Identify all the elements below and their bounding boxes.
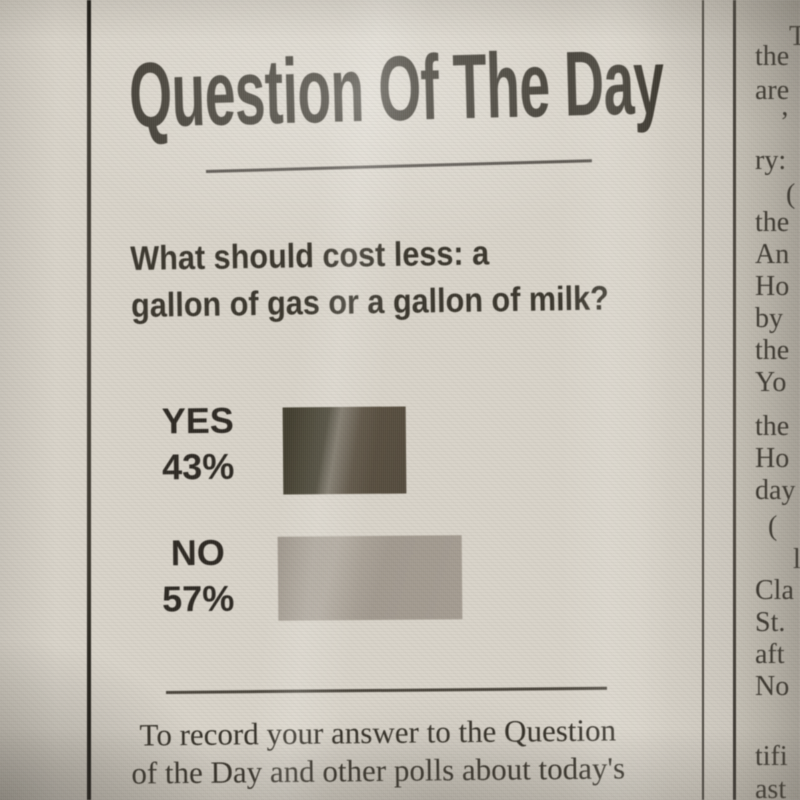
poll-option-yes: YES 43% xyxy=(152,398,245,491)
column-text-fragment: ( xyxy=(768,511,778,542)
poll-question: What should cost less: a gallon of gas o… xyxy=(130,228,609,329)
column-text-fragment: tifi xyxy=(755,741,788,772)
poll-option-yes-label: YES xyxy=(161,399,234,442)
column-divider-right-inner xyxy=(702,0,704,800)
column-text-fragment: the xyxy=(755,335,790,366)
column-text-fragment: l xyxy=(793,544,800,575)
column-text-fragment: Ho xyxy=(755,271,790,302)
column-text-fragment: the xyxy=(755,41,790,72)
footer-line-2: of the Day and other polls about today's xyxy=(131,750,626,791)
column-text-fragment: aft xyxy=(755,639,785,670)
column-divider-left xyxy=(87,0,91,800)
column-text-fragment: Yo xyxy=(755,367,787,398)
poll-option-no-label: NO xyxy=(170,531,225,574)
column-text-fragment: ast xyxy=(755,774,787,800)
poll-question-line-2: gallon of gas or a gallon of milk? xyxy=(130,279,610,325)
column-text-fragment: ’ xyxy=(780,107,790,138)
footer-line-1: To record your answer to the Question xyxy=(139,712,617,753)
column-text-fragment: Cla xyxy=(755,575,794,606)
poll-option-yes-percent: 43% xyxy=(161,445,235,488)
column-text-fragment: the xyxy=(755,207,790,238)
column-divider-right-outer xyxy=(733,0,736,800)
poll-bar-no xyxy=(277,535,463,621)
column-text-fragment: T xyxy=(789,21,800,52)
column-text-fragment: St. xyxy=(755,607,786,638)
column-text-fragment: the xyxy=(755,411,790,442)
column-text-fragment: ry: xyxy=(755,145,787,176)
column-text-fragment: An xyxy=(755,239,790,270)
poll-question-line-1: What should cost less: a xyxy=(130,234,490,278)
column-text-fragment: ( xyxy=(786,179,796,210)
adjacent-column-background xyxy=(736,0,800,800)
column-text-fragment: day xyxy=(755,475,796,506)
column-text-fragment: Ho xyxy=(755,443,790,474)
poll-bar-yes xyxy=(282,406,407,495)
poll-option-no: NO 57% xyxy=(152,530,245,623)
poll-option-no-percent: 57% xyxy=(161,577,235,620)
footer-instructions: To record your answer to the Question of… xyxy=(95,711,662,793)
footer-divider xyxy=(165,686,607,694)
column-text-fragment: No xyxy=(755,671,790,702)
column-text-fragment: by xyxy=(755,303,783,334)
title-underline xyxy=(205,159,592,173)
clipping-title: Question Of The Day xyxy=(127,31,665,147)
column-text-fragment: are xyxy=(755,75,790,106)
